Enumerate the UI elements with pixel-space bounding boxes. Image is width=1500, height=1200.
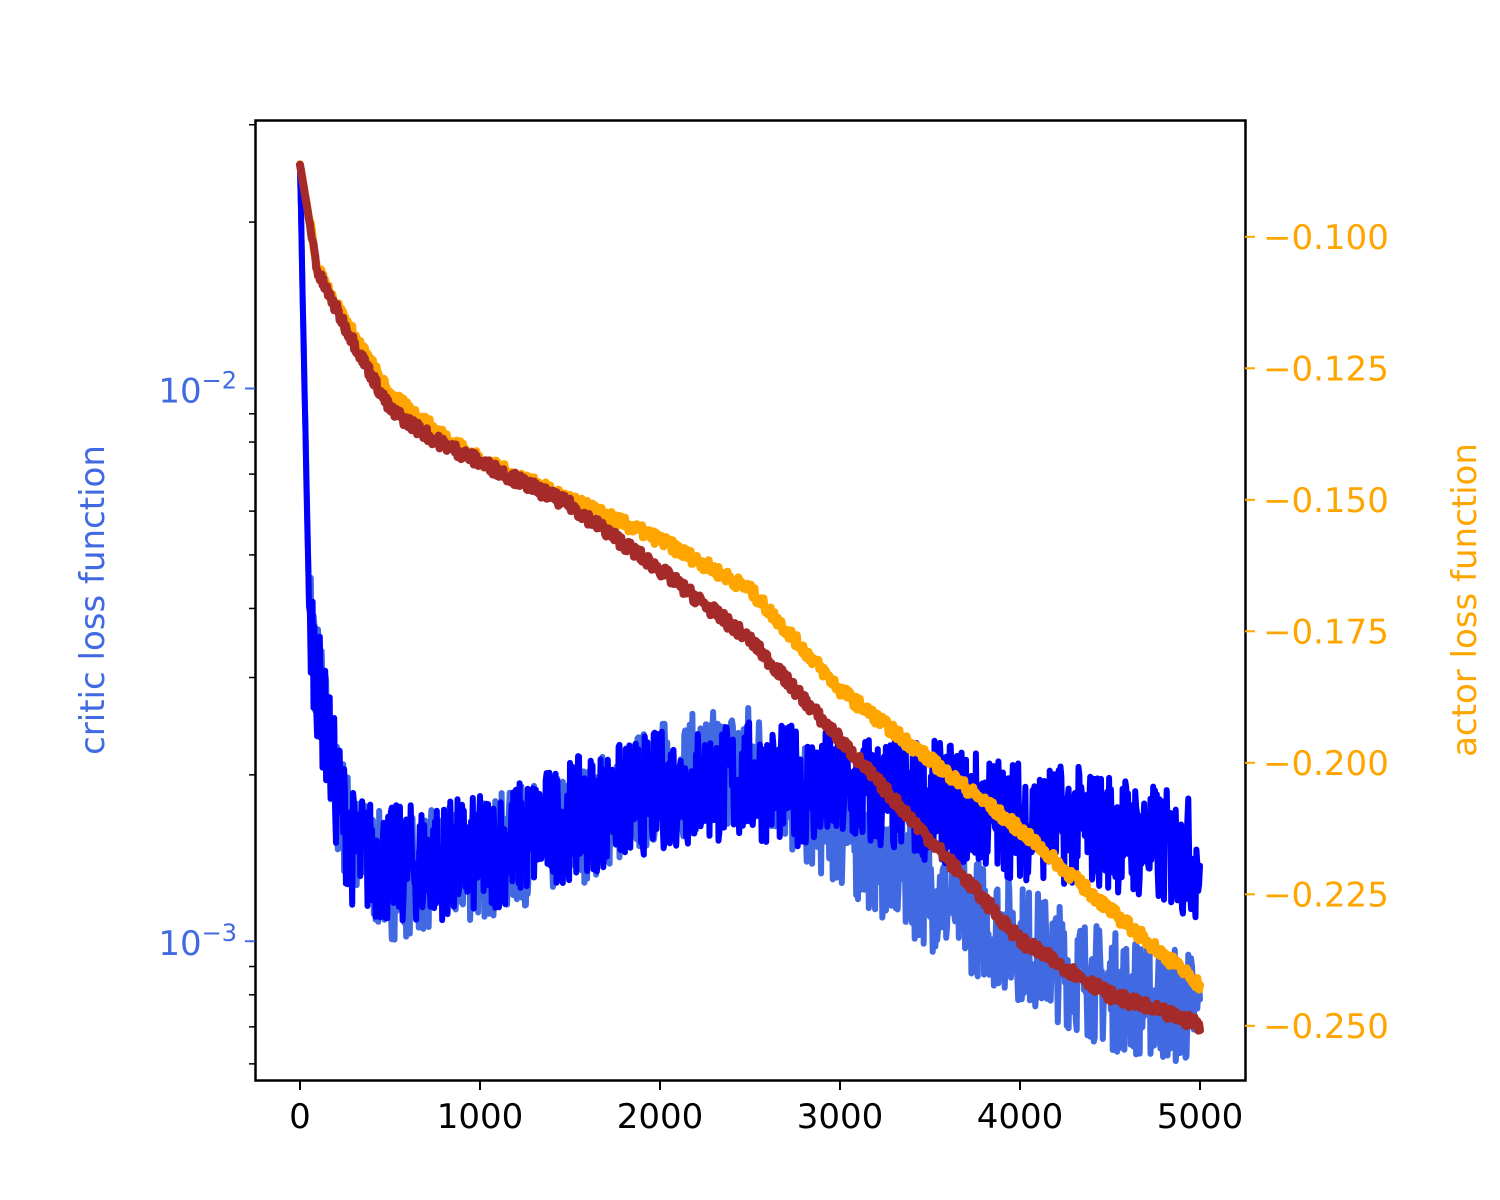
right-tick-label: −0.175 bbox=[1263, 612, 1389, 652]
x-tick-label: 4000 bbox=[977, 1097, 1064, 1137]
series-line-4 bbox=[296, 160, 1204, 1035]
right-tick-label: −0.250 bbox=[1263, 1007, 1389, 1047]
left-tick-label: 10−2 bbox=[158, 366, 237, 411]
right-tick-label: −0.150 bbox=[1263, 481, 1389, 521]
right-tick-label: −0.200 bbox=[1263, 744, 1389, 784]
right-tick-label: −0.100 bbox=[1263, 218, 1389, 258]
x-tick-label: 2000 bbox=[617, 1097, 704, 1137]
series-line-2 bbox=[297, 166, 1203, 924]
series-line-1 bbox=[297, 168, 1203, 1064]
x-tick-label: 0 bbox=[289, 1097, 311, 1137]
x-tick-label: 3000 bbox=[797, 1097, 884, 1137]
left-axis-label: critic loss function bbox=[73, 445, 113, 755]
plot-frame bbox=[254, 119, 1247, 1082]
x-tick-label: 5000 bbox=[1157, 1097, 1244, 1137]
series-layer bbox=[296, 160, 1204, 1064]
x-axis: 0 1000 2000 3000 4000 5000 bbox=[289, 1080, 1243, 1137]
left-y-axis: 10−2 10−3 bbox=[158, 124, 255, 1065]
left-tick-label: 10−3 bbox=[158, 919, 237, 964]
right-tick-label: −0.225 bbox=[1263, 875, 1389, 915]
right-y-axis: −0.100 −0.125 −0.150 −0.175 −0.200 −0.225 −0.2… bbox=[1245, 218, 1389, 1047]
right-axis-label: actor loss function bbox=[1445, 443, 1485, 757]
right-tick-label: −0.125 bbox=[1263, 349, 1389, 389]
x-tick-label: 1000 bbox=[437, 1097, 524, 1137]
